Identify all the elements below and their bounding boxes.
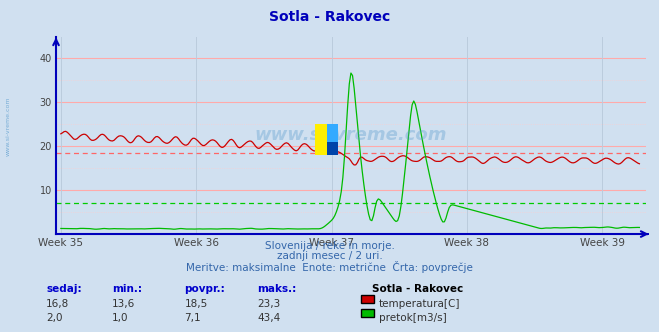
Text: temperatura[C]: temperatura[C]	[379, 299, 461, 309]
Text: min.:: min.:	[112, 284, 142, 294]
Text: maks.:: maks.:	[257, 284, 297, 294]
Text: 23,3: 23,3	[257, 299, 280, 309]
Bar	[327, 124, 338, 142]
Text: sedaj:: sedaj:	[46, 284, 82, 294]
Text: Sotla - Rakovec: Sotla - Rakovec	[372, 284, 463, 294]
Text: povpr.:: povpr.:	[185, 284, 225, 294]
Text: 16,8: 16,8	[46, 299, 69, 309]
Text: zadnji mesec / 2 uri.: zadnji mesec / 2 uri.	[277, 251, 382, 261]
Text: 13,6: 13,6	[112, 299, 135, 309]
Text: 2,0: 2,0	[46, 313, 63, 323]
Text: www.si-vreme.com: www.si-vreme.com	[254, 126, 447, 144]
Text: 1,0: 1,0	[112, 313, 129, 323]
Bar	[316, 124, 331, 155]
Text: Meritve: maksimalne  Enote: metrične  Črta: povprečje: Meritve: maksimalne Enote: metrične Črta…	[186, 261, 473, 273]
Text: 43,4: 43,4	[257, 313, 280, 323]
Text: 7,1: 7,1	[185, 313, 201, 323]
Bar	[327, 124, 338, 155]
Text: Slovenija / reke in morje.: Slovenija / reke in morje.	[264, 241, 395, 251]
Text: 18,5: 18,5	[185, 299, 208, 309]
Text: www.si-vreme.com: www.si-vreme.com	[5, 96, 11, 156]
Text: Sotla - Rakovec: Sotla - Rakovec	[269, 10, 390, 24]
Text: pretok[m3/s]: pretok[m3/s]	[379, 313, 447, 323]
